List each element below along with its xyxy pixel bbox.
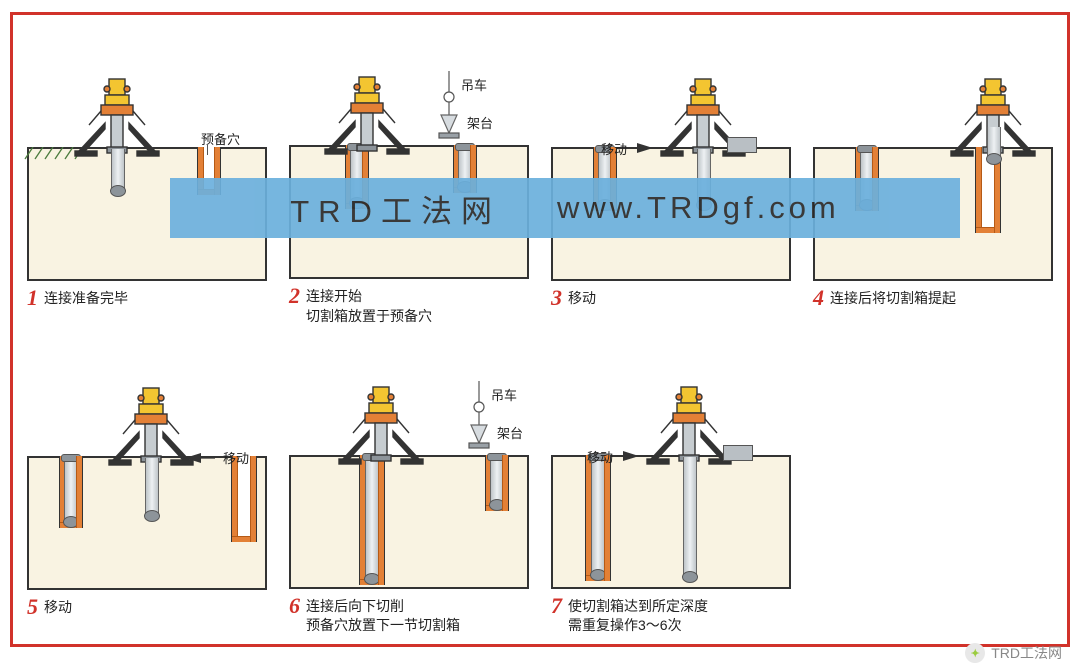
crane-label: 吊车	[491, 385, 517, 404]
cutter-box	[723, 445, 753, 461]
step-5-stage: 移动	[27, 380, 267, 590]
step-number: 1	[27, 287, 38, 309]
step-text: 连接后将切割箱提起	[830, 287, 956, 309]
watermark-banner: TRD工法网 www.TRDgf.com	[170, 178, 960, 238]
step-text: 连接后向下切削预备穴放置下一节切割箱	[306, 595, 460, 636]
step-text: 移动	[568, 287, 596, 309]
step-text: 移动	[44, 596, 72, 618]
move-arrow-icon	[617, 448, 657, 464]
watermark-right: www.TRDgf.com	[557, 190, 840, 226]
cutter-column	[145, 458, 159, 515]
step-number: 2	[289, 285, 300, 307]
pilot-hole	[231, 456, 257, 542]
step-text: 使切割箱达到所定深度需重复操作3～6次	[568, 595, 708, 636]
cutter-column	[987, 127, 1001, 158]
frame-label: 架台	[497, 423, 523, 442]
step-number: 5	[27, 596, 38, 618]
crane-label: 吊车	[461, 75, 487, 94]
pilot-hole	[585, 455, 611, 581]
wechat-credit: ✦ TRD工法网	[965, 643, 1062, 663]
move-indicator: 移动	[179, 448, 249, 467]
step-text: 连接准备完毕	[44, 287, 128, 309]
cutter-column	[683, 457, 697, 576]
step-4-caption: 4 连接后将切割箱提起	[813, 287, 1053, 327]
step-7-stage: 移动	[551, 379, 791, 589]
step-3-stage: 移动	[551, 71, 791, 281]
step-number: 6	[289, 595, 300, 617]
step-2-caption: 2 连接开始切割箱放置于预备穴	[289, 285, 529, 326]
diagram-frame: 预备穴 1 连接准备完毕 吊车架台 2 连接开始切割箱放置于预备穴	[10, 12, 1070, 647]
step-6: 吊车架台 6 连接后向下切削预备穴放置下一节切割箱	[289, 341, 529, 637]
step-number: 3	[551, 287, 562, 309]
step-6-stage: 吊车架台	[289, 379, 529, 589]
step-4-stage	[813, 71, 1053, 281]
move-arrow-icon	[179, 450, 219, 466]
cutter-column	[111, 149, 125, 190]
step-5-caption: 5 移动	[27, 596, 267, 636]
step-2-stage: 吊车架台	[289, 69, 529, 279]
leader-line	[207, 145, 208, 155]
step-6-caption: 6 连接后向下切削预备穴放置下一节切割箱	[289, 595, 529, 636]
step-7-caption: 7 使切割箱达到所定深度需重复操作3～6次	[551, 595, 791, 636]
wechat-icon: ✦	[965, 643, 985, 663]
move-indicator: 移动	[587, 447, 657, 466]
step-number: 7	[551, 595, 562, 617]
step-7: 移动 7 使切割箱达到所定深度需重复操作3～6次	[551, 341, 791, 637]
step-3-caption: 3 移动	[551, 287, 791, 327]
step-5: 移动 5 移动	[27, 341, 267, 637]
trd-machine-icon	[335, 385, 427, 471]
step-text: 连接开始切割箱放置于预备穴	[306, 285, 432, 326]
steps-grid: 预备穴 1 连接准备完毕 吊车架台 2 连接开始切割箱放置于预备穴	[27, 31, 1053, 636]
move-indicator: 移动	[601, 139, 671, 158]
pilot-hole	[59, 456, 83, 528]
cutter-box	[727, 137, 757, 153]
watermark-left: TRD工法网	[290, 186, 501, 231]
step-number: 4	[813, 287, 824, 309]
frame-label: 架台	[467, 113, 493, 132]
trd-machine-icon	[321, 75, 413, 161]
step-1-caption: 1 连接准备完毕	[27, 287, 267, 327]
step-1-stage: 预备穴	[27, 71, 267, 281]
move-arrow-icon	[631, 140, 671, 156]
wechat-text: TRD工法网	[991, 643, 1062, 663]
